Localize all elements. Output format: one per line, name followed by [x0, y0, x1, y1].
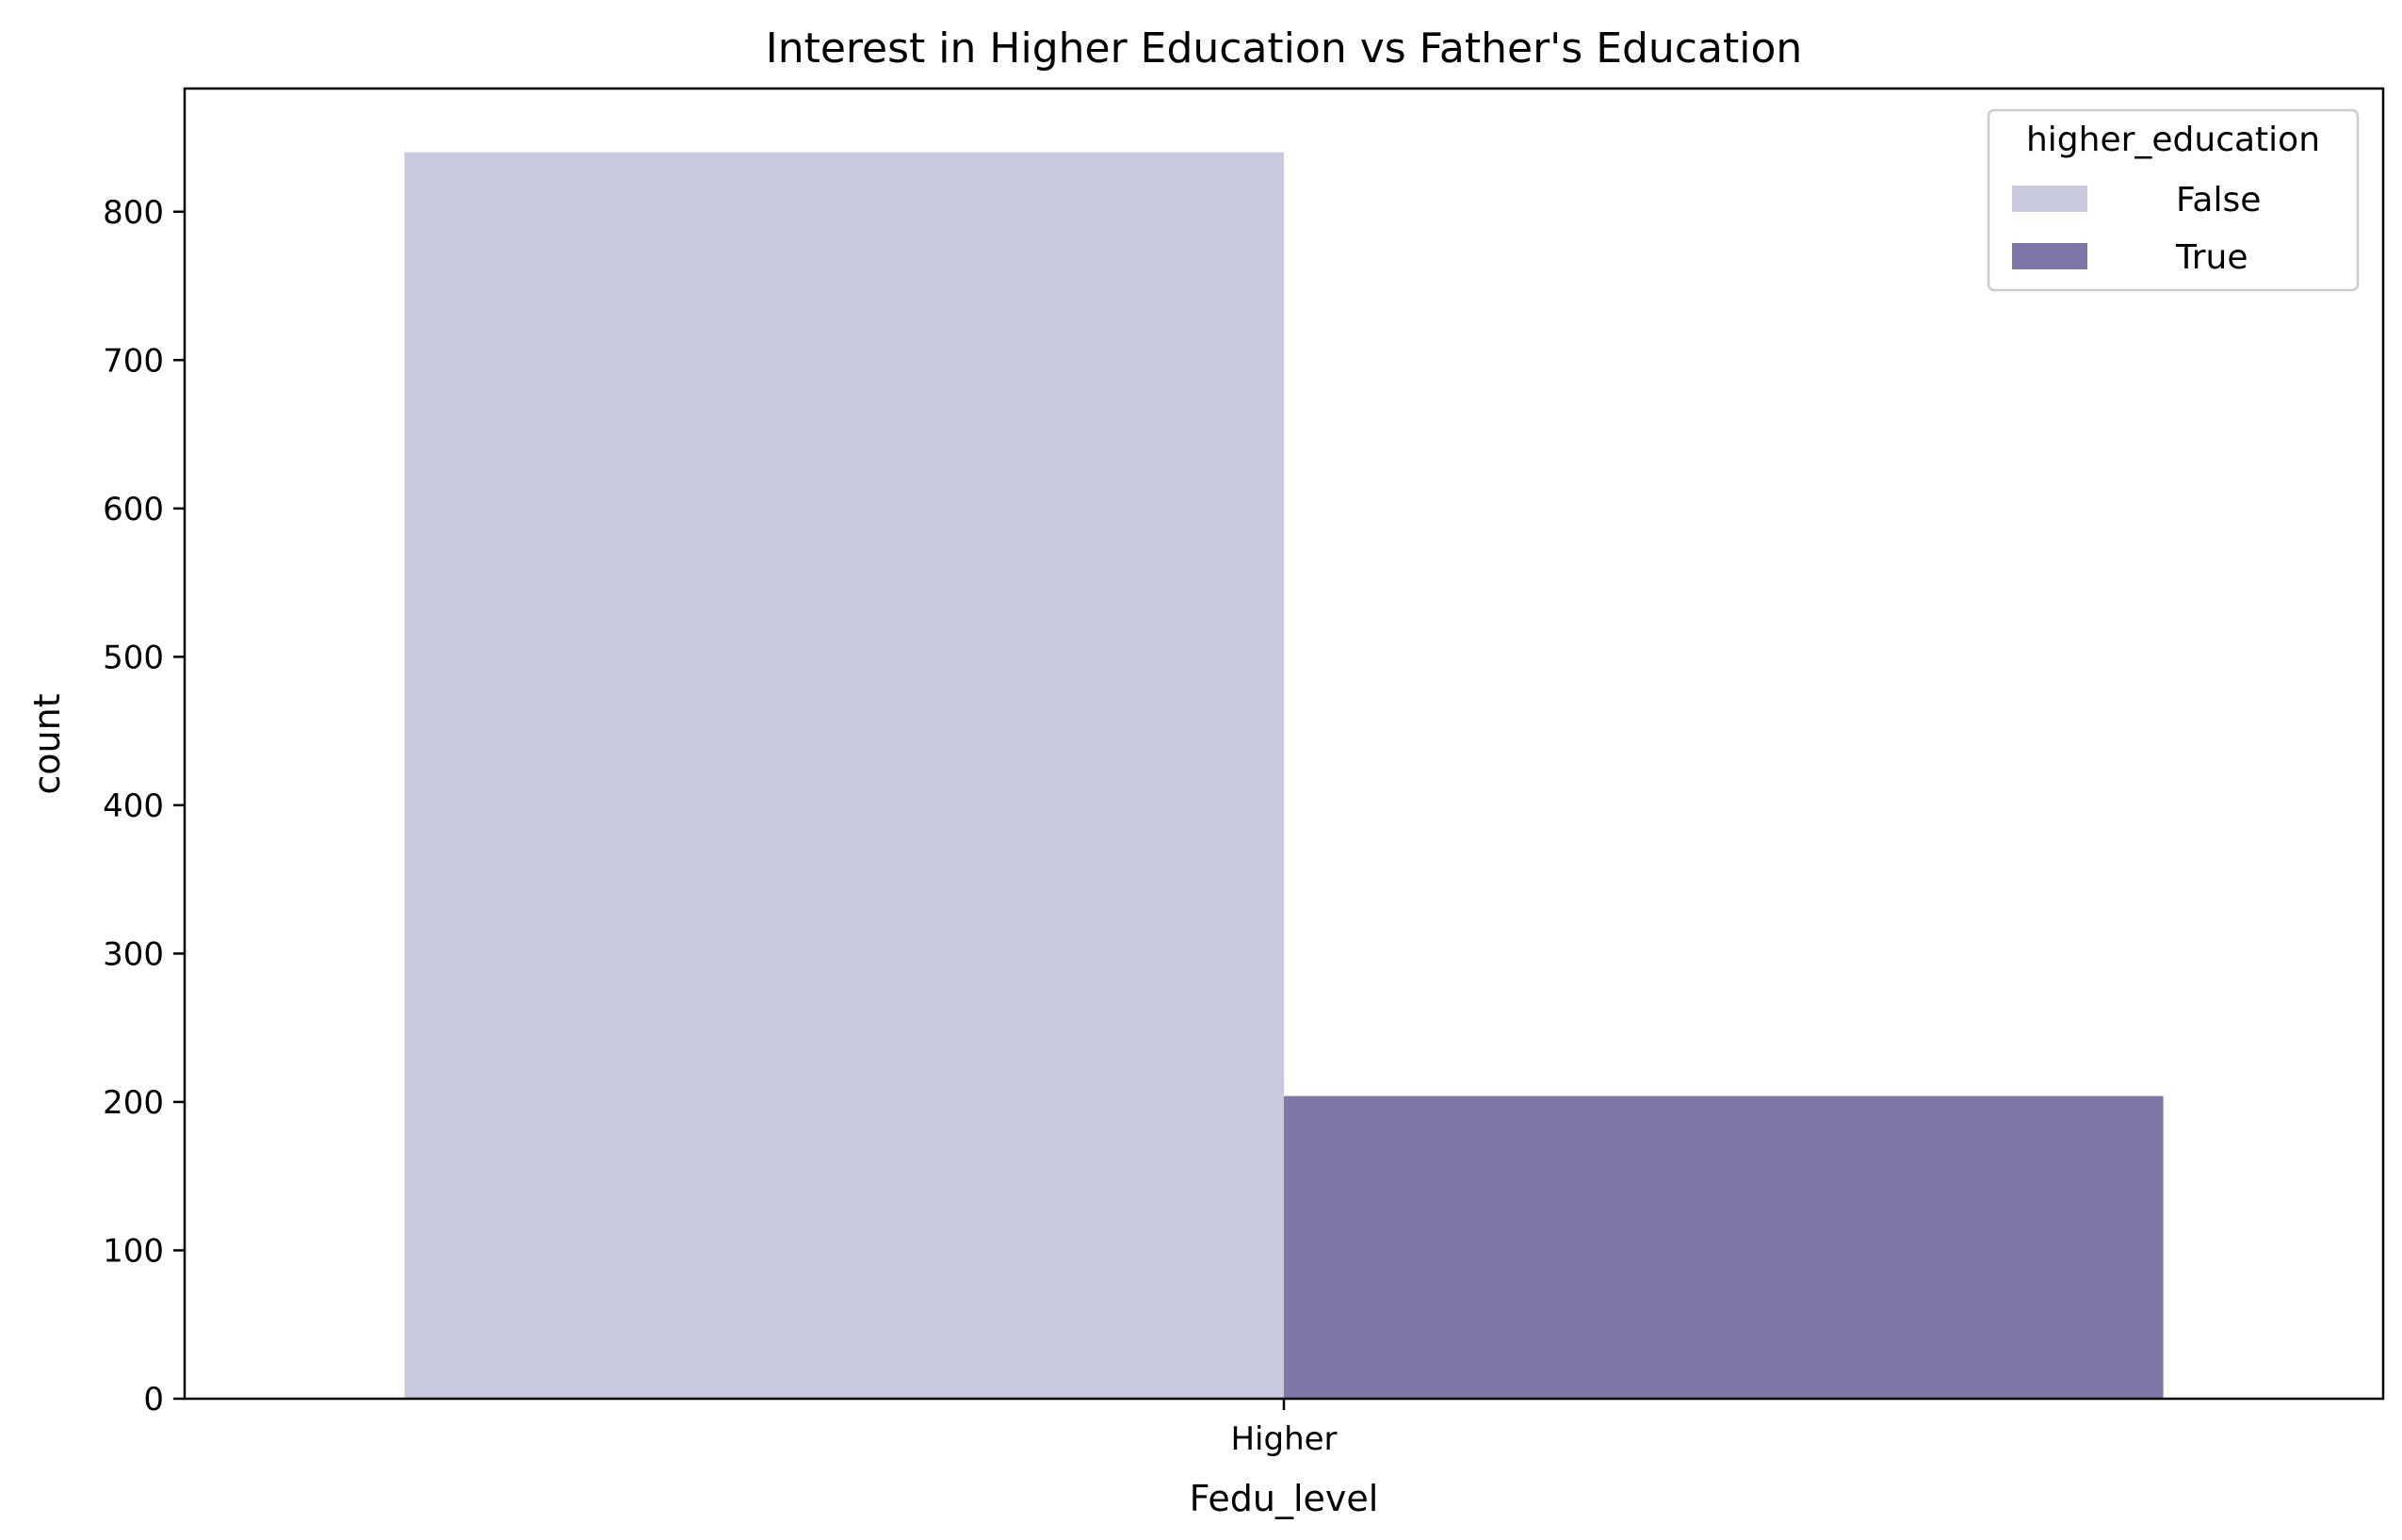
- legend-label-true: True: [2175, 238, 2248, 277]
- legend-swatch-true: [2012, 243, 2087, 269]
- legend-label-false: False: [2176, 181, 2261, 219]
- plot-frame: [183, 87, 2385, 1401]
- legend-swatch-false: [2012, 186, 2087, 212]
- x-tick-label: Higher: [1230, 1420, 1337, 1458]
- y-tick-label: 200: [103, 1084, 164, 1122]
- legend: higher_education False True: [1987, 108, 2360, 292]
- legend-entries: False True: [2012, 181, 2261, 277]
- y-axis-ticks: 0 100 200 300 400 500 600 700 800: [103, 194, 185, 1418]
- y-tick-label: 700: [103, 342, 164, 380]
- y-tick-label: 100: [103, 1232, 164, 1270]
- chart-title: Interest in Higher Education vs Father's…: [766, 24, 1803, 73]
- y-tick-label: 300: [103, 935, 164, 973]
- x-axis-label: Fedu_level: [1190, 1478, 1379, 1519]
- bars-layer: [404, 152, 2164, 1399]
- y-tick-label: 600: [103, 491, 164, 528]
- y-tick-label: 500: [103, 639, 164, 676]
- x-axis-ticks: Higher: [1230, 1399, 1338, 1458]
- y-tick-label: 0: [143, 1381, 164, 1418]
- legend-title: higher_education: [2026, 121, 2320, 159]
- bar-true-higher: [1284, 1095, 2164, 1399]
- bar-false-higher: [404, 152, 1284, 1399]
- y-tick-label: 400: [103, 787, 164, 825]
- y-tick-label: 800: [103, 194, 164, 232]
- y-axis-label: count: [26, 693, 68, 794]
